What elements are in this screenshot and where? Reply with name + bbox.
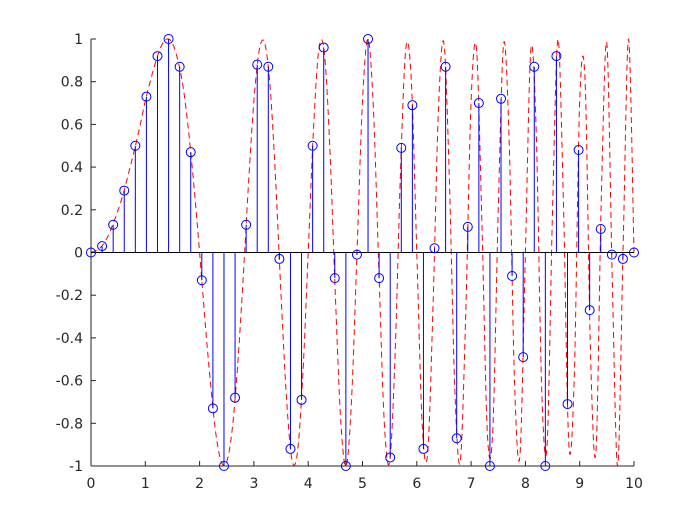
y-tick-label: -0.8 [56, 416, 83, 432]
x-tick-label: 2 [195, 476, 204, 492]
stem-marker [141, 91, 152, 102]
x-tick-label: 5 [358, 476, 367, 492]
stem-marker [573, 145, 584, 156]
stem-marker [562, 399, 573, 410]
y-tick-label: 0 [74, 246, 83, 262]
stem-marker [130, 140, 141, 151]
stem-marker [451, 433, 462, 444]
stem-marker [196, 275, 207, 286]
stem-marker [518, 352, 529, 363]
stem-marker [340, 461, 351, 471]
stem-marker [540, 461, 551, 471]
stem-marker [241, 219, 252, 230]
stem-marker [551, 51, 562, 62]
stem-marker [207, 403, 218, 414]
stem-marker [407, 100, 418, 111]
x-tick-label: 10 [625, 476, 643, 492]
stem-marker [97, 241, 108, 252]
stem-marker [440, 61, 451, 72]
stem-marker [307, 140, 318, 151]
stem-marker [163, 34, 174, 44]
stem-marker [595, 224, 606, 235]
stem-marker [119, 185, 130, 196]
y-tick-label: 1 [74, 32, 83, 48]
stem-marker [496, 93, 507, 104]
stem-marker [606, 249, 617, 260]
x-tick-label: 0 [87, 476, 96, 492]
stem-marker [296, 394, 307, 405]
stem-marker [230, 392, 241, 403]
stem-marker [396, 142, 407, 153]
curve [90, 38, 635, 467]
y-tick-label: -1 [69, 459, 83, 475]
stem-marker [418, 443, 429, 454]
y-tick-label: -0.2 [56, 288, 83, 304]
y-tick-label: 0.6 [61, 117, 83, 133]
stem-marker [174, 61, 185, 72]
x-tick-label: 8 [521, 476, 530, 492]
stem-marker [218, 461, 229, 471]
stem-marker [86, 247, 96, 258]
stem-marker [584, 305, 595, 316]
stem-marker [374, 273, 385, 284]
y-tick-label: -0.6 [56, 374, 83, 390]
stem-marker [617, 253, 628, 264]
y-tick-label: -0.4 [56, 331, 83, 347]
stem-marker [263, 61, 274, 72]
stem-marker [108, 219, 119, 230]
y-tick-label: 0.4 [61, 160, 83, 176]
stem-marker [462, 221, 473, 232]
x-tick-label: 6 [412, 476, 421, 492]
stem-marker [507, 270, 518, 281]
stem-marker [252, 59, 263, 70]
x-tick-label: 4 [304, 476, 313, 492]
stem-marker [185, 147, 196, 158]
y-tick-label: 0.2 [61, 203, 83, 219]
stem-marker [318, 42, 329, 53]
y-tick-label: 0.8 [61, 75, 83, 91]
x-tick-label: 1 [141, 476, 150, 492]
x-tick-label: 9 [575, 476, 584, 492]
stem-marker [329, 273, 340, 284]
x-tick-label: 3 [249, 476, 258, 492]
stem-marker [363, 34, 374, 44]
stem-marker [385, 452, 396, 463]
stem-marker [429, 243, 440, 254]
stem-marker [473, 98, 484, 109]
stem-marker [351, 249, 362, 260]
x-tick-label: 7 [467, 476, 476, 492]
stem-marker [629, 247, 639, 258]
stem-marker [529, 61, 540, 72]
stem-marker [285, 443, 296, 454]
stem-marker [274, 253, 285, 264]
stem-marker [484, 461, 495, 471]
stem-marker [152, 51, 163, 62]
